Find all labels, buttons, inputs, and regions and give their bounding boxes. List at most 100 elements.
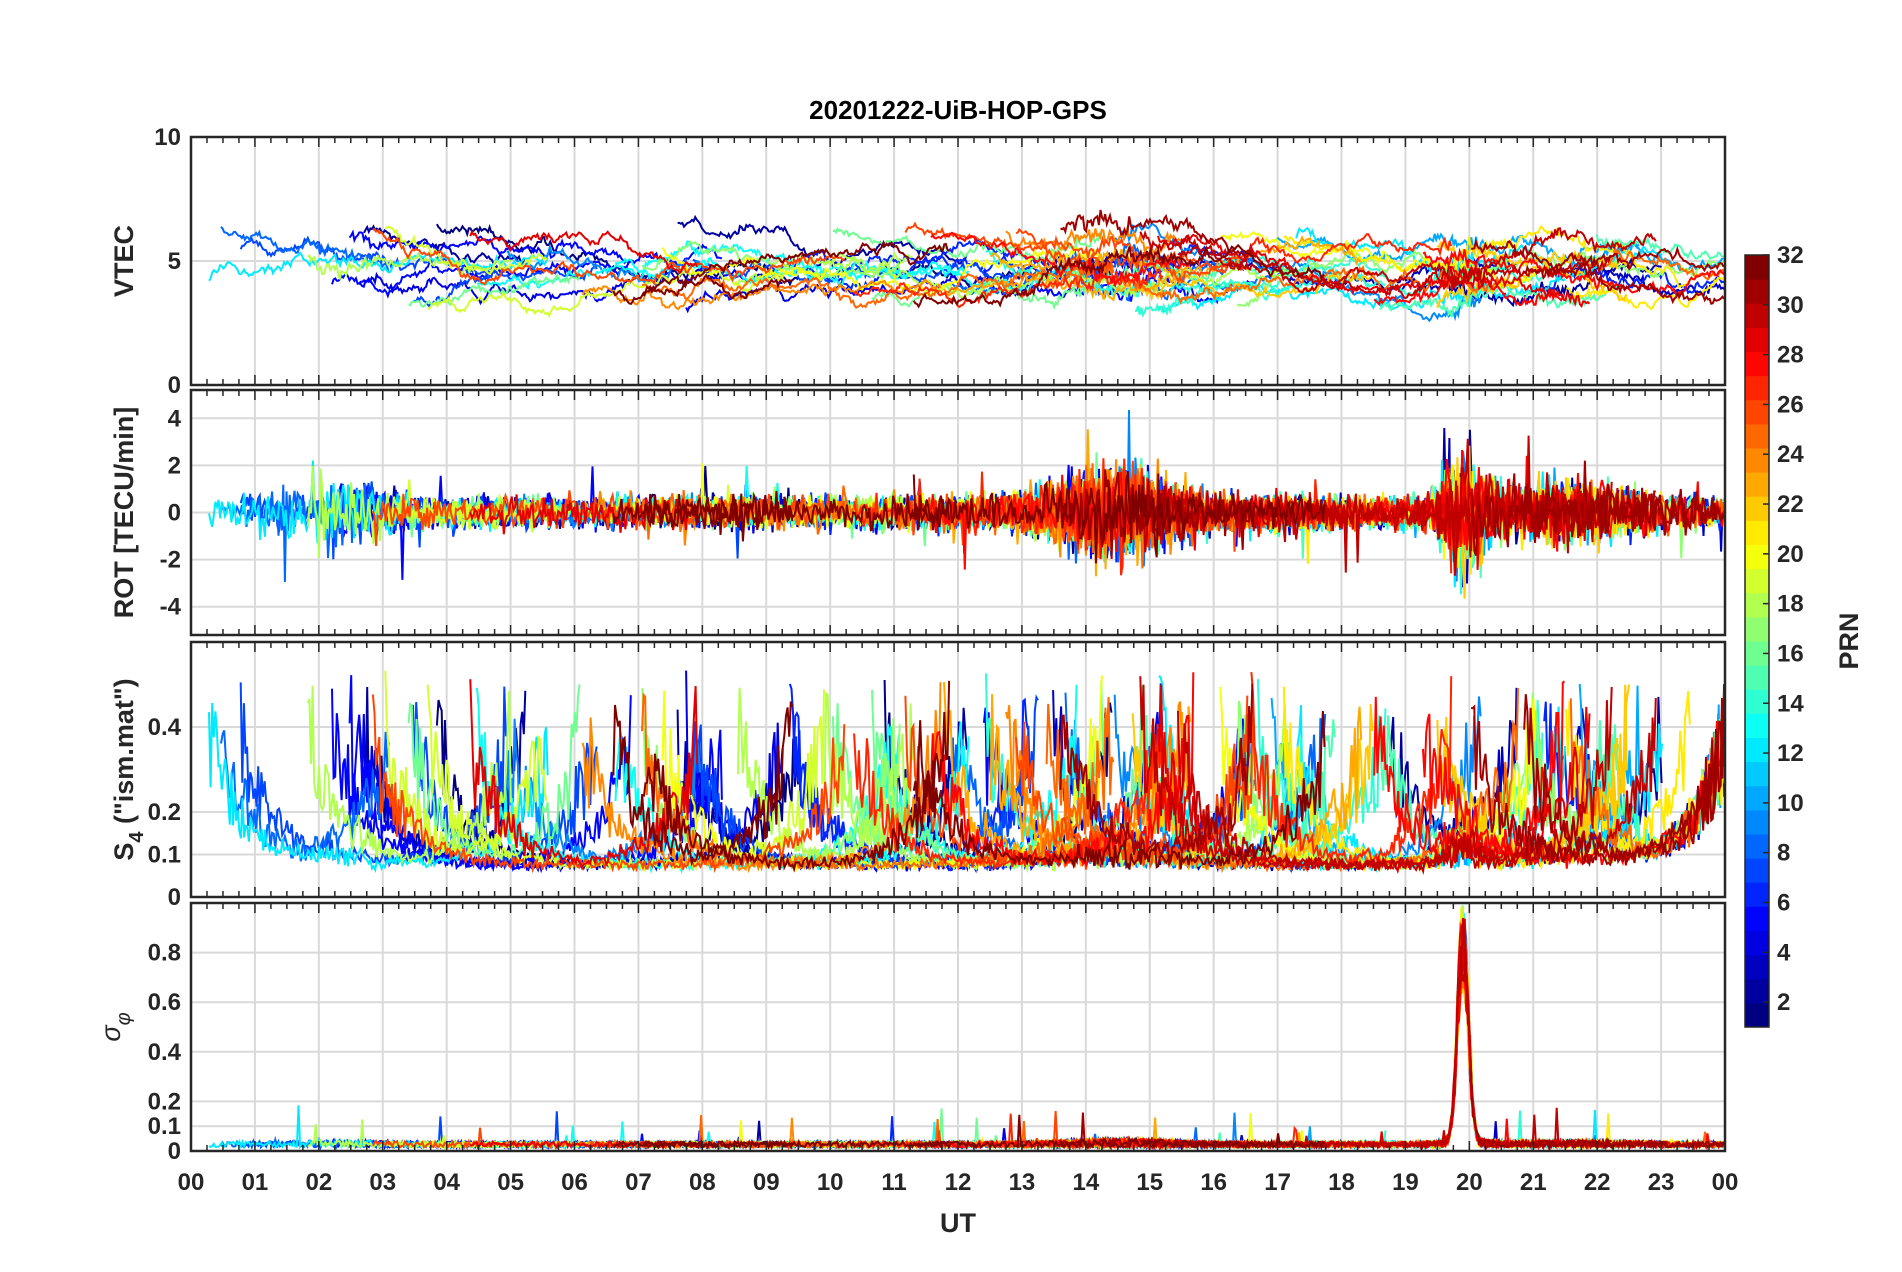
chart-title: 20201222-UiB-HOP-GPS	[809, 95, 1107, 125]
series-line-prn-22	[1132, 271, 1373, 302]
series-line-prn-28	[1373, 264, 1565, 307]
x-tick-label: 17	[1264, 1169, 1291, 1196]
y-tick-label: 0.4	[148, 1039, 182, 1066]
series-line-prn-28	[1422, 247, 1725, 298]
series-line-prn-17	[641, 240, 901, 280]
colorbar-tick-label: 10	[1777, 790, 1804, 817]
y-tick-label: 0	[168, 1138, 181, 1165]
colorbar-tick-label: 32	[1777, 242, 1804, 269]
series-line-prn-32	[612, 490, 794, 535]
colorbar-tick-label: 20	[1777, 541, 1804, 568]
colorbar-band	[1745, 592, 1769, 618]
colorbar-label: PRN	[1834, 612, 1864, 669]
x-tick-label: 23	[1648, 1169, 1675, 1196]
y-axis-label-s4: S4 ("ism.mat")	[109, 678, 148, 860]
series-line-prn-13	[614, 240, 970, 288]
y-axis-label-rot: ROT [TECU/min]	[109, 407, 139, 618]
series-line-prn-15	[1379, 911, 1619, 1151]
y-tick-label: 0.6	[148, 989, 181, 1016]
colorbar-band	[1745, 496, 1769, 521]
colorbar-band	[1745, 761, 1769, 787]
y-tick-label: 0	[168, 372, 181, 399]
colorbar-band	[1745, 544, 1769, 570]
colorbar-band	[1745, 858, 1769, 883]
y-tick-label: 0.1	[148, 1113, 181, 1140]
series-line-prn-32	[912, 471, 1326, 564]
series-line-prn-9	[1114, 923, 1482, 1150]
series-line-prn-31	[1060, 209, 1254, 258]
series-line-prn-31	[1059, 469, 1253, 559]
colorbar-band	[1745, 423, 1769, 449]
series-line-prn-32	[912, 243, 1325, 309]
x-tick-label: 09	[753, 1169, 780, 1196]
series-line-prn-26	[372, 228, 845, 286]
colorbar-band	[1745, 616, 1769, 642]
series-line-prn-17	[1236, 905, 1531, 1151]
colorbar-tick-label: 16	[1777, 640, 1804, 667]
colorbar-band	[1745, 279, 1769, 304]
colorbar-tick-label: 24	[1777, 441, 1804, 468]
colorbar-frame	[1744, 254, 1770, 1028]
x-tick-label: 08	[689, 1169, 716, 1196]
colorbar-tick-label: 14	[1777, 690, 1804, 717]
x-tick-label: 13	[1009, 1169, 1036, 1196]
series-line-prn-12	[208, 702, 549, 874]
x-tick-label: 07	[625, 1169, 652, 1196]
series-line-prn-25	[1046, 264, 1519, 305]
colorbar-tick-label: 28	[1777, 342, 1804, 369]
traces	[208, 670, 1725, 875]
x-tick-label: 01	[242, 1169, 269, 1196]
series-line-prn-31	[1471, 238, 1725, 279]
colorbar-band	[1745, 665, 1769, 690]
x-tick-label: 18	[1328, 1169, 1355, 1196]
series-line-prn-31	[1523, 258, 1725, 305]
colorbar-band	[1745, 327, 1769, 352]
y-axis-label-vtec: VTEC	[109, 225, 139, 297]
y-tick-label: 0	[168, 500, 181, 527]
series-line-prn-30	[1177, 227, 1657, 294]
series-line-prn-27	[1250, 672, 1453, 869]
series-line-prn-5	[331, 260, 632, 299]
series-line-prn-12	[1159, 944, 1566, 1151]
series-line-prn-25	[1045, 922, 1519, 1151]
colorbar-band	[1745, 930, 1769, 956]
colorbar-band	[1745, 375, 1769, 401]
y-tick-label: 0.2	[148, 1088, 181, 1115]
series-line-prn-16	[408, 273, 581, 308]
series-line-prn-31	[1059, 683, 1254, 868]
x-tick-label: 00	[1712, 1169, 1739, 1196]
x-tick-label: 16	[1200, 1169, 1227, 1196]
x-tick-label: 20	[1456, 1169, 1483, 1196]
x-tick-label: 15	[1136, 1169, 1163, 1196]
colorbar-tick-label: 26	[1777, 391, 1804, 418]
series-line-prn-18	[737, 687, 914, 866]
series-line-prn-32	[642, 239, 950, 297]
series-line-prn-24	[1005, 224, 1182, 255]
series-line-prn-20	[1219, 916, 1536, 1150]
colorbar-tick-label: 30	[1777, 292, 1804, 319]
series-line-prn-32	[912, 1114, 1326, 1151]
series-line-prn-21	[1282, 907, 1691, 1151]
colorbar-band	[1745, 351, 1769, 377]
colorbar-band	[1745, 520, 1769, 545]
traces	[208, 905, 1725, 1151]
series-line-prn-14	[1257, 912, 1544, 1151]
y-tick-label: 0.8	[148, 940, 181, 967]
x-tick-label: 03	[369, 1169, 396, 1196]
x-tick-label: 21	[1520, 1169, 1547, 1196]
colorbar-band	[1745, 906, 1769, 931]
colorbar-band	[1745, 978, 1769, 1004]
series-line-prn-24	[581, 279, 942, 311]
colorbar-tick-label: 12	[1777, 740, 1804, 767]
colorbar-tick-label: 8	[1777, 840, 1790, 867]
colorbar-band	[1745, 472, 1769, 497]
y-tick-label: 0.1	[148, 842, 181, 869]
colorbar-band	[1745, 448, 1769, 473]
series-line-prn-4	[358, 267, 783, 306]
series-line-prn-32	[612, 273, 793, 306]
series-line-prn-18	[306, 685, 512, 867]
y-tick-label: 10	[154, 124, 181, 151]
colorbar-band	[1745, 809, 1769, 835]
